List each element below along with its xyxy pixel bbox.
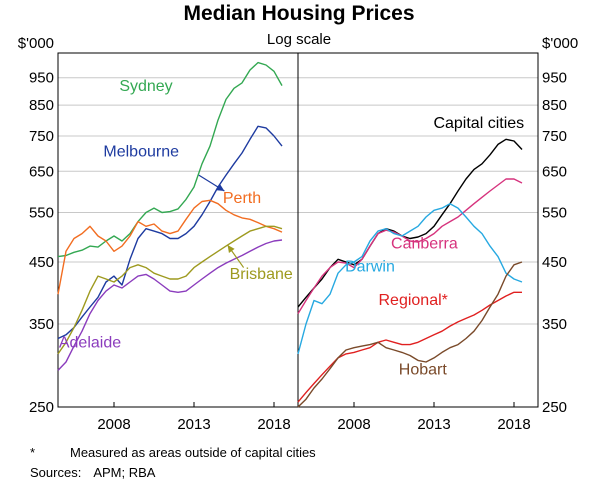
series-label-melbourne: Melbourne [103,144,179,161]
sources: Sources: APM; RBA [30,465,155,480]
series-line-perth [57,199,283,295]
xtick-label-right-2008: 2008 [337,416,370,433]
ytick-right-550: 550 [542,205,567,222]
sources-text: APM; RBA [93,465,156,480]
sources-label: Sources: [30,465,82,480]
ytick-right-850: 850 [542,97,567,114]
series-line-capital-cities [297,138,523,308]
ytick-left-350: 350 [29,316,54,333]
series-label-sydney: Sydney [119,78,172,95]
xtick-label-right-2018: 2018 [497,416,530,433]
xtick-label-left-2018: 2018 [257,416,290,433]
series-line-hobart [297,261,523,408]
series-label-hobart: Hobart [399,362,448,379]
series-line-brisbane [57,225,283,355]
series-label-perth: Perth [223,190,261,207]
footnote: * Measured as areas outside of capital ci… [30,445,316,460]
series-line-sydney [57,61,283,258]
series-label-canberra: Canberra [391,236,458,253]
xtick-label-left-2013: 2013 [177,416,210,433]
chart-title: Median Housing Prices [183,2,415,25]
series-label-brisbane: Brisbane [230,266,293,283]
ytick-right-950: 950 [542,70,567,87]
arrow-head-left-0 [216,184,225,192]
ytick-right-450: 450 [542,254,567,271]
chart-subtitle: Log scale [266,31,332,48]
footnote-marker: * [30,445,36,460]
series-line-canberra [297,178,523,314]
ytick-right-750: 750 [542,128,567,145]
ytick-left-850: 850 [29,97,54,114]
ytick-left-750: 750 [29,128,54,145]
ytick-left-950: 950 [29,70,54,87]
xtick-label-right-2013: 2013 [417,416,450,433]
ytick-left-450: 450 [29,254,54,271]
yunit-right: $'000 [542,35,578,52]
arrow-head-left-1 [227,245,235,253]
series-line-adelaide [57,239,283,371]
ytick-left-550: 550 [29,205,54,222]
ytick-right-250: 250 [542,399,567,416]
xtick-label-left-2008: 2008 [97,416,130,433]
series-label-darwin: Darwin [345,259,395,276]
series-line-darwin [297,203,523,355]
ytick-right-350: 350 [542,316,567,333]
ytick-right-650: 650 [542,163,567,180]
series-label-capital-cities: Capital cities [433,115,524,132]
footnote-text: Measured as areas outside of capital cit… [70,445,316,460]
series-label-adelaide: Adelaide [59,335,121,352]
ytick-left-650: 650 [29,163,54,180]
series-label-regional-: Regional* [379,292,448,309]
yunit-left: $'000 [18,35,54,52]
series-line-melbourne [57,125,283,340]
ytick-left-250: 250 [29,399,54,416]
